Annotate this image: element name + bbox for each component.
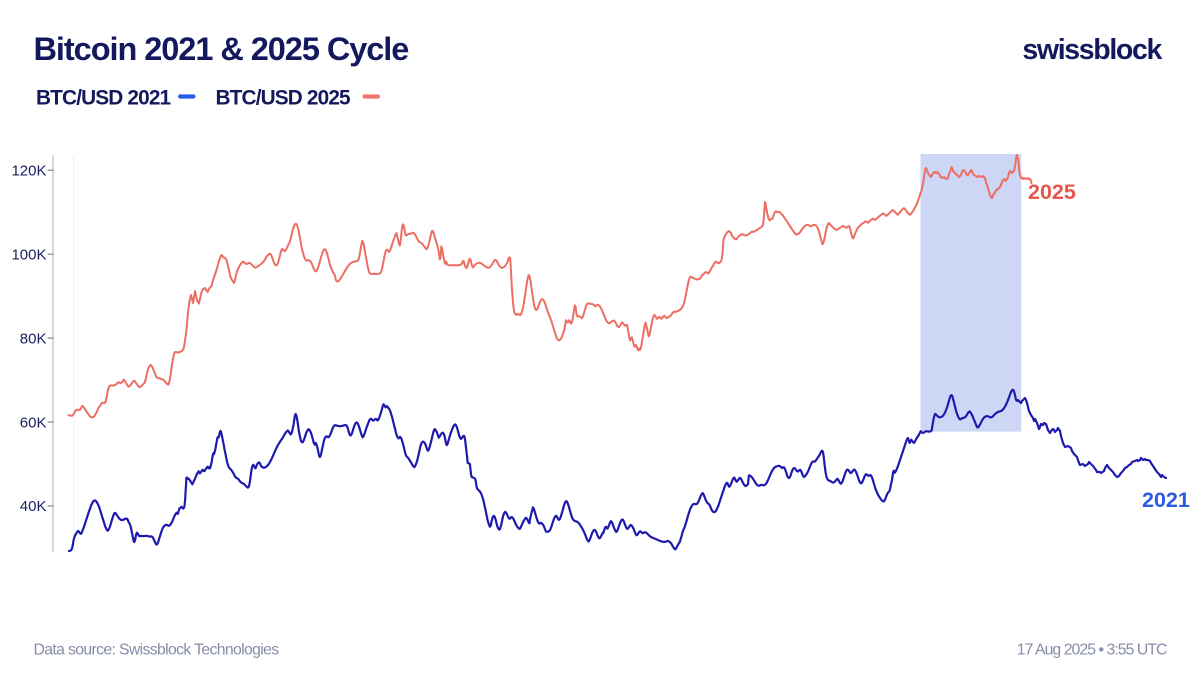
svg-text:60K: 60K xyxy=(20,414,47,431)
svg-text:Data source: Swissblock Techno: Data source: Swissblock Technologies xyxy=(34,642,280,659)
svg-text:swissblock: swissblock xyxy=(1022,34,1162,66)
svg-text:17 Aug 2025 • 3:55 UTC: 17 Aug 2025 • 3:55 UTC xyxy=(1017,642,1167,659)
svg-text:Bitcoin 2021 & 2025 Cycle: Bitcoin 2021 & 2025 Cycle xyxy=(34,31,409,67)
svg-text:2025: 2025 xyxy=(1028,180,1076,204)
svg-text:40K: 40K xyxy=(20,498,47,515)
svg-text:2021: 2021 xyxy=(1142,488,1190,512)
svg-text:100K: 100K xyxy=(11,247,46,264)
svg-text:BTC/USD 2021: BTC/USD 2021 xyxy=(36,87,171,110)
svg-text:BTC/USD 2025: BTC/USD 2025 xyxy=(216,87,351,110)
svg-text:80K: 80K xyxy=(20,330,47,347)
svg-text:120K: 120K xyxy=(11,163,46,180)
